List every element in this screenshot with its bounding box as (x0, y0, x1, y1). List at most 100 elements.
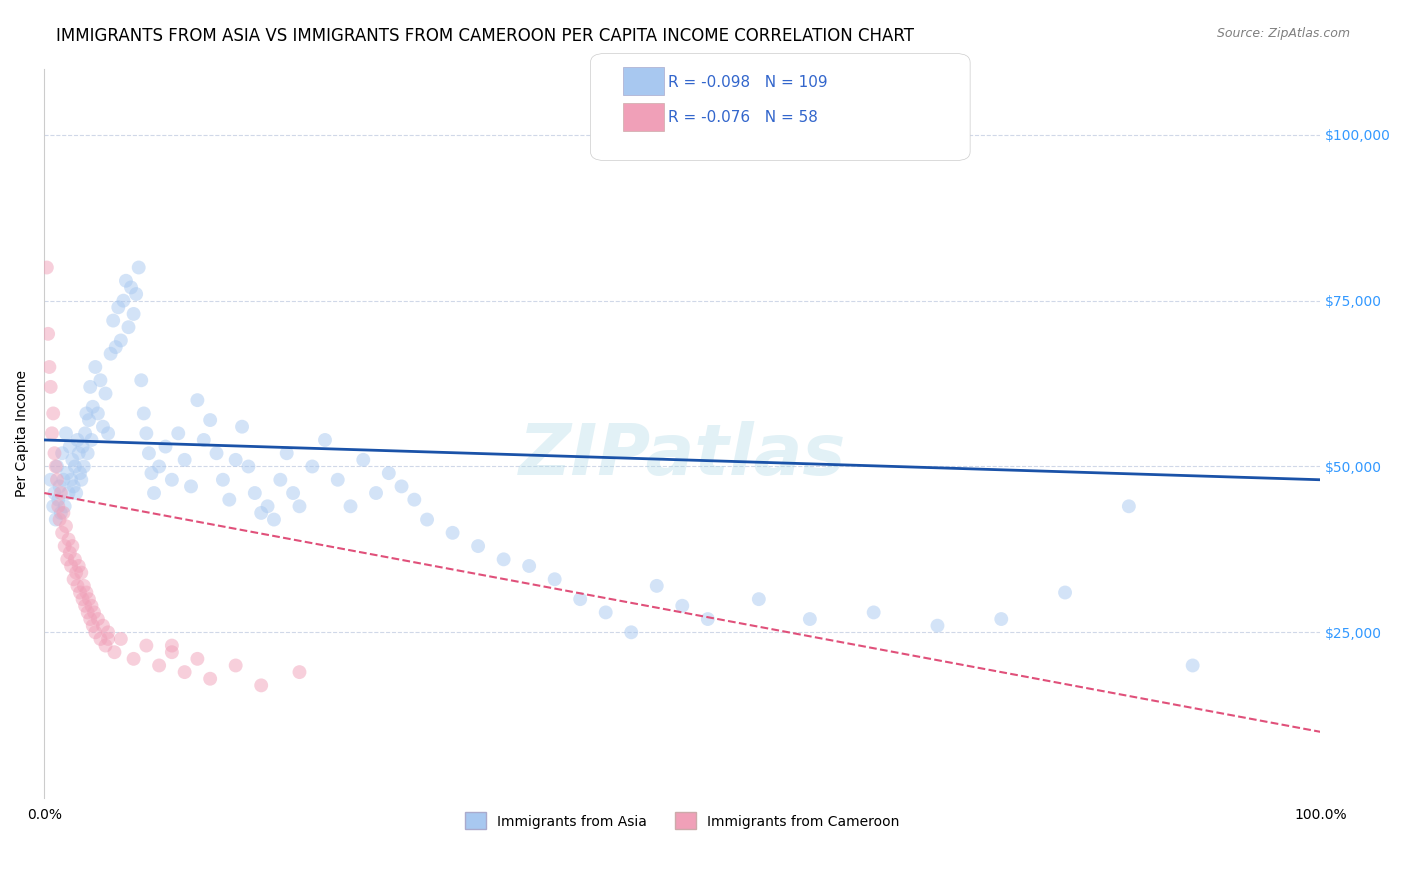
Point (58, 486, 80, 500)
Point (97, 625, 120, 640)
Point (122, 307, 145, 321)
Point (72, 440, 94, 454)
Point (160, 645, 183, 659)
Point (84, 359, 107, 374)
Point (326, 473, 349, 487)
Point (155, 440, 177, 454)
Point (49, 486, 72, 500)
Point (1118, 500, 1140, 514)
Point (46, 459, 69, 474)
Point (46, 500, 69, 514)
Point (218, 492, 240, 507)
Point (67, 559, 90, 574)
Point (225, 658, 247, 673)
Point (269, 473, 291, 487)
Point (69, 466, 91, 480)
Point (339, 500, 361, 514)
Point (186, 652, 208, 666)
Point (52, 473, 75, 487)
Point (1181, 658, 1204, 673)
Point (42, 500, 65, 514)
Point (160, 473, 183, 487)
Point (91, 419, 114, 434)
Legend: Immigrants from Asia, Immigrants from Cameroon: Immigrants from Asia, Immigrants from Ca… (460, 807, 905, 835)
Point (35, 260, 58, 275)
Point (60, 539, 83, 553)
Point (82, 400, 104, 414)
Point (250, 506, 273, 520)
Point (44, 446, 66, 460)
Point (100, 347, 122, 361)
Point (63, 552, 86, 566)
Point (276, 446, 298, 460)
Point (70, 473, 93, 487)
Point (97, 426, 120, 441)
Point (84, 625, 107, 640)
Point (73, 459, 96, 474)
Point (73, 579, 96, 593)
Point (441, 525, 464, 540)
Point (467, 539, 489, 553)
Point (67, 446, 90, 460)
Text: IMMIGRANTS FROM ASIA VS IMMIGRANTS FROM CAMEROON PER CAPITA INCOME CORRELATION C: IMMIGRANTS FROM ASIA VS IMMIGRANTS FROM … (56, 27, 914, 45)
Point (82, 618, 104, 632)
Point (517, 559, 540, 574)
Y-axis label: Per Capita Income: Per Capita Income (15, 370, 30, 497)
Point (112, 293, 135, 308)
Point (62, 572, 84, 586)
Point (60, 559, 83, 574)
Point (288, 500, 311, 514)
Point (281, 486, 304, 500)
Point (46, 473, 69, 487)
Point (58, 533, 80, 547)
Point (41, 426, 63, 441)
Point (51, 525, 73, 540)
Point (231, 419, 253, 434)
Point (56, 466, 79, 480)
Point (212, 473, 235, 487)
Point (120, 280, 142, 294)
Point (107, 301, 129, 315)
Point (198, 672, 221, 686)
Point (927, 618, 949, 632)
Point (117, 320, 139, 334)
Point (48, 479, 70, 493)
Point (80, 599, 103, 613)
Point (45, 512, 67, 526)
Point (115, 274, 138, 288)
Point (173, 453, 195, 467)
Point (97, 632, 120, 646)
Point (167, 426, 190, 441)
Point (48, 512, 70, 526)
Point (620, 625, 643, 640)
Point (125, 287, 148, 301)
Point (696, 612, 718, 626)
Point (55, 519, 77, 533)
Point (122, 652, 145, 666)
Point (79, 612, 101, 626)
Point (38, 359, 60, 374)
Point (205, 446, 228, 460)
Point (595, 606, 617, 620)
Point (364, 486, 387, 500)
Point (352, 453, 374, 467)
Point (104, 340, 127, 354)
Text: ZIPatlas: ZIPatlas (519, 421, 846, 490)
Point (645, 579, 668, 593)
Point (52, 506, 75, 520)
Point (128, 260, 150, 275)
Point (80, 433, 103, 447)
Point (89, 373, 111, 387)
Point (748, 592, 770, 607)
Point (94, 386, 117, 401)
Point (55, 426, 77, 441)
Point (238, 459, 260, 474)
Point (391, 479, 413, 493)
Point (186, 393, 208, 408)
Point (110, 334, 132, 348)
Point (60, 453, 83, 467)
Point (87, 406, 110, 420)
Point (225, 453, 247, 467)
Point (569, 592, 592, 607)
Point (65, 486, 87, 500)
